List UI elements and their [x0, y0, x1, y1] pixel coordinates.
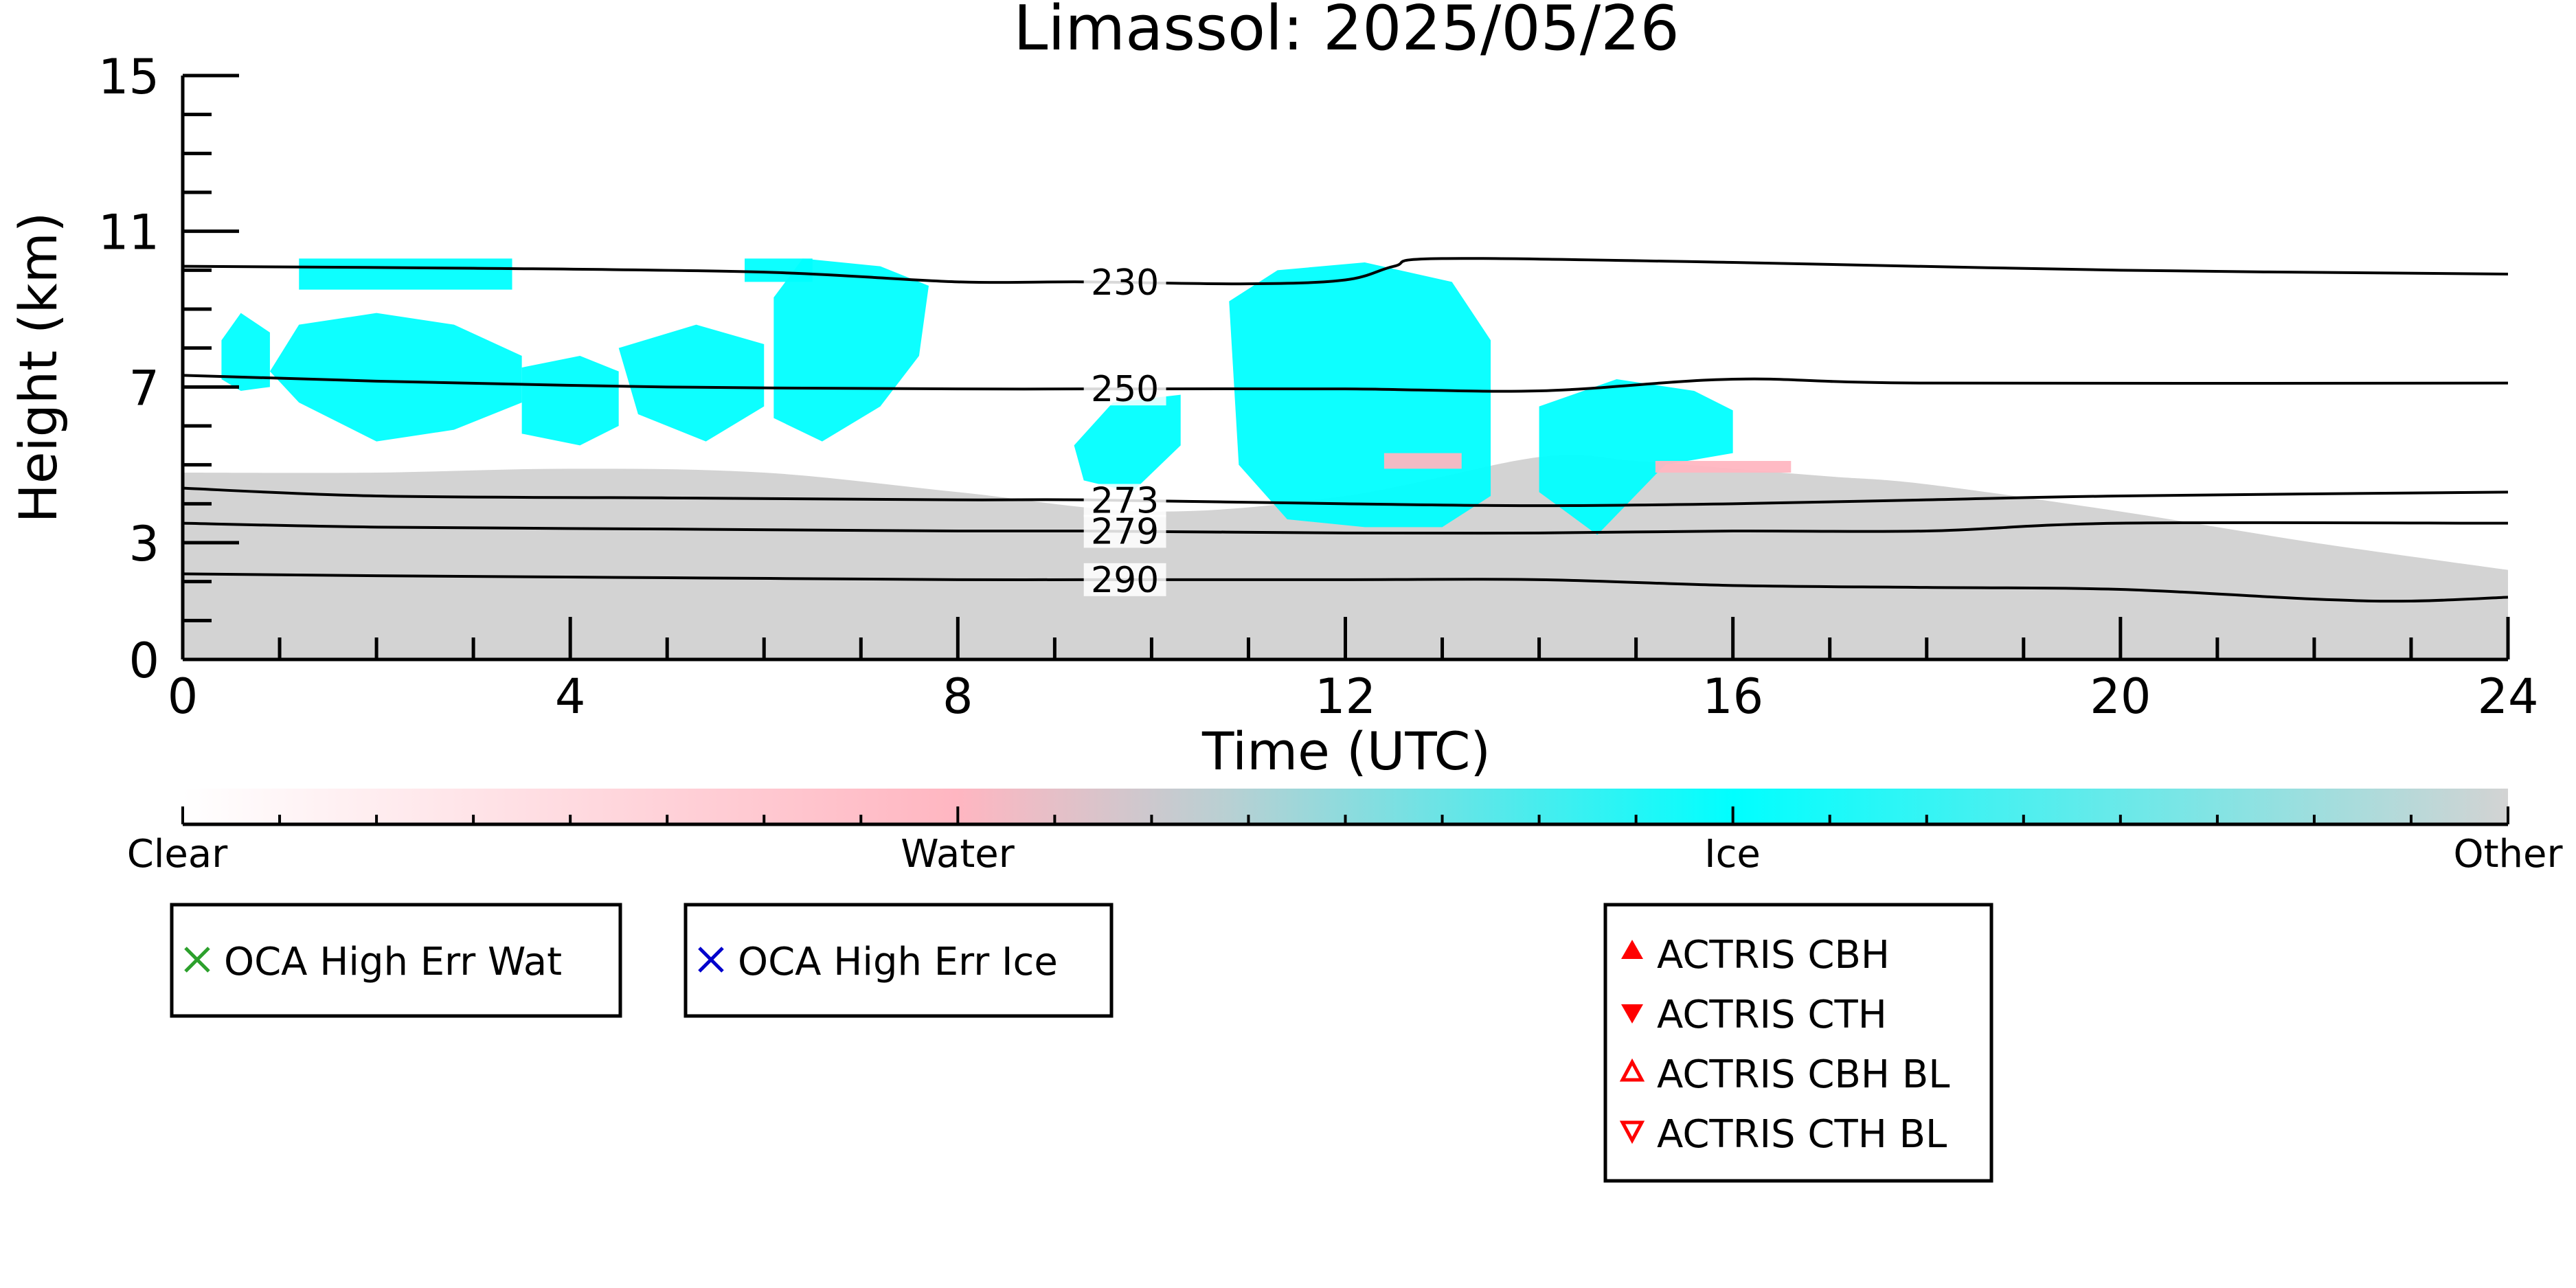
region-ice-7 [1229, 262, 1491, 528]
colorbar-ticks [181, 806, 2509, 824]
y-tick-label: 0 [128, 633, 159, 689]
y-axis-label: Height (km) [8, 212, 69, 523]
colorbar-label-other: Other [2453, 832, 2563, 877]
region-ice-6 [1074, 394, 1181, 493]
contour-line-290 [182, 572, 2509, 603]
region-ice-3 [521, 356, 619, 446]
colorbar-label-clear: Clear [127, 832, 228, 877]
triangle-down-open-icon [1619, 1120, 1645, 1144]
contour-line-230 [182, 257, 2509, 286]
legend-x-marker-blue-icon [698, 947, 724, 973]
contour-label-bg [1083, 515, 1166, 548]
plot-area [183, 258, 2508, 659]
legend-box [683, 903, 1114, 1018]
x-tick-label: 0 [168, 668, 199, 725]
contour-label-bg [1083, 484, 1166, 517]
legend-entry-label: OCA High Err Ice [738, 940, 1058, 984]
region-other-0 [183, 455, 2508, 659]
region-ice-4 [618, 324, 765, 442]
legend-entry-label: ACTRIS CTH BL [1657, 1112, 1947, 1157]
contour-line-273 [182, 486, 2509, 508]
y-tick-label: 3 [128, 516, 159, 572]
contour-line-250 [182, 374, 2509, 393]
contour-label-290: 290 [1091, 560, 1159, 601]
contour-label-bg [1083, 372, 1166, 406]
legend-actris: ACTRIS CBH ACTRIS CTH ACTRIS CBH BL ACTR… [1603, 903, 1993, 1183]
region-water-12 [1655, 461, 1792, 473]
x-tick-label: 8 [942, 668, 973, 725]
colorbar-label-water: Water [901, 832, 1015, 877]
x-axis-label: Time (UTC) [1201, 721, 1491, 782]
legend-oca-ice: OCA High Err Ice [683, 903, 1114, 1018]
region-ice-2 [221, 313, 270, 391]
legend-box [170, 903, 622, 1018]
contour-label-bg [1083, 266, 1166, 299]
legend-entry-label: ACTRIS CBH [1657, 933, 1890, 978]
y-tick-label: 7 [128, 360, 159, 416]
chart-title: Limassol: 2025/05/26 [1013, 0, 1679, 65]
x-tick-label: 20 [2090, 668, 2151, 725]
region-ice-10 [745, 258, 813, 282]
triangle-up-filled-icon [1621, 940, 1643, 959]
x-tick-label: 16 [1702, 668, 1763, 725]
y-tick-label: 11 [98, 205, 159, 261]
x-tick-label: 4 [555, 668, 586, 725]
region-ice-1 [269, 313, 522, 442]
legend-oca-water: OCA High Err Wat [170, 903, 622, 1018]
x-tick-label: 24 [2477, 668, 2538, 725]
contour-label-bg [1083, 563, 1166, 596]
contour-label-250: 250 [1091, 369, 1159, 410]
region-ice-5 [773, 258, 929, 442]
legend-x-marker-green-icon [184, 947, 210, 973]
region-ice-9 [299, 258, 512, 290]
region-ice-8 [1539, 379, 1733, 535]
colorbar-label-ice: Ice [1704, 832, 1761, 877]
plot-axes: 0 4 8 12 16 20 24 0 3 7 11 15 [98, 49, 2539, 725]
contour-label-230: 230 [1091, 262, 1159, 304]
legend-entry-label: ACTRIS CBH BL [1657, 1052, 1950, 1097]
contour-label-279: 279 [1091, 511, 1159, 552]
legend-entry-label: OCA High Err Wat [224, 940, 562, 984]
contour-line-279 [182, 521, 2509, 535]
legend-entry-label: ACTRIS CTH [1657, 993, 1887, 1037]
triangle-down-filled-icon [1621, 1004, 1643, 1024]
legend-box [1603, 903, 1993, 1183]
region-water-11 [1383, 453, 1462, 469]
y-tick-label: 15 [98, 49, 159, 105]
x-tick-label: 12 [1315, 668, 1376, 725]
colorbar: Clear Water Ice Other [127, 789, 2563, 877]
triangle-up-open-icon [1619, 1058, 1645, 1082]
